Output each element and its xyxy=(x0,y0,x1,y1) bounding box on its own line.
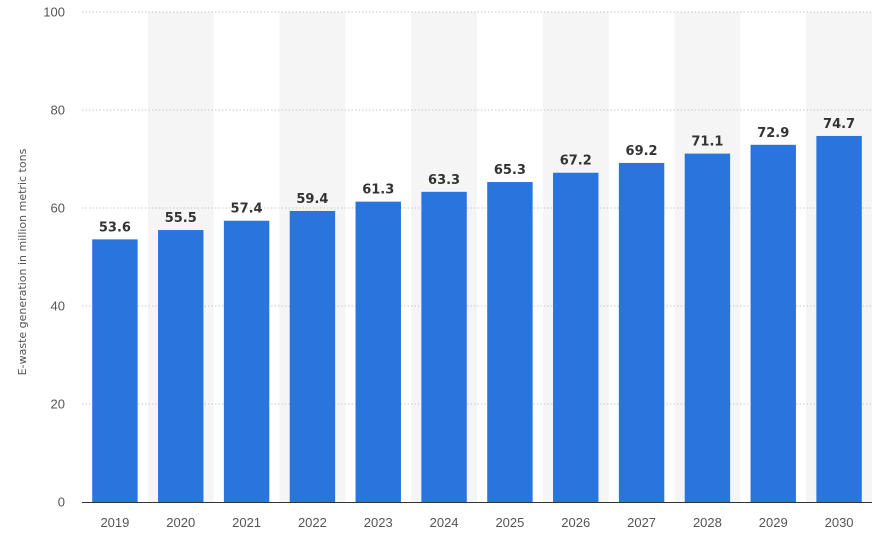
y-tick-label: 100 xyxy=(43,5,65,20)
x-tick-label: 2023 xyxy=(364,515,393,530)
bar-2029 xyxy=(750,144,796,503)
y-tick-label: 20 xyxy=(51,397,65,412)
bars xyxy=(92,135,862,503)
bar-2025 xyxy=(487,182,533,502)
bar-2030 xyxy=(816,135,862,502)
bar-2020 xyxy=(158,230,204,503)
bar-2021 xyxy=(223,220,270,503)
x-tick-label: 2022 xyxy=(298,515,327,530)
x-tick-label: 2029 xyxy=(759,515,788,530)
y-tick-label: 0 xyxy=(58,495,65,510)
data-label: 74.7 xyxy=(823,117,855,132)
data-label: 69.2 xyxy=(626,144,658,159)
x-tick-label: 2027 xyxy=(627,515,656,530)
data-label: 71.1 xyxy=(691,135,723,150)
data-label: 65.3 xyxy=(494,163,526,178)
y-tick-label: 60 xyxy=(51,201,65,216)
data-label: 55.5 xyxy=(165,211,197,226)
bar-2019 xyxy=(92,239,138,503)
y-axis-ticks: 0 20 40 60 80 100 xyxy=(43,5,65,510)
bar-2028 xyxy=(684,153,731,503)
x-tick-label: 2026 xyxy=(561,515,590,530)
gridlines xyxy=(82,11,872,405)
y-tick-label: 80 xyxy=(51,103,65,118)
x-tick-label: 2025 xyxy=(495,515,524,530)
x-tick-label: 2021 xyxy=(232,515,261,530)
x-tick-label: 2030 xyxy=(825,515,854,530)
data-label: 61.3 xyxy=(362,183,394,198)
data-label: 53.6 xyxy=(99,220,131,235)
data-label: 72.9 xyxy=(757,126,789,141)
data-label: 63.3 xyxy=(428,173,460,188)
x-tick-label: 2028 xyxy=(693,515,722,530)
x-tick-label: 2020 xyxy=(166,515,195,530)
bar-2022 xyxy=(289,210,336,502)
data-label: 67.2 xyxy=(560,154,592,169)
bar-2024 xyxy=(421,191,467,502)
bar-2027 xyxy=(618,162,665,503)
x-tick-label: 2024 xyxy=(430,515,459,530)
x-axis-ticks: 2019 2020 2021 2022 2023 2024 2025 2026 2027 2028… xyxy=(100,515,853,530)
x-tick-label: 2019 xyxy=(100,515,129,530)
data-label: 57.4 xyxy=(231,202,263,217)
y-tick-label: 40 xyxy=(51,299,65,314)
y-axis-title: E-waste generation in million metric ton… xyxy=(16,148,29,375)
data-labels: 53.6 55.5 57.4 59.4 61.3 63.3 65.3 67.2 69.2 71.1… xyxy=(99,117,855,235)
data-label: 59.4 xyxy=(296,192,328,207)
bar-2023 xyxy=(355,201,401,502)
bar-2026 xyxy=(553,172,599,502)
